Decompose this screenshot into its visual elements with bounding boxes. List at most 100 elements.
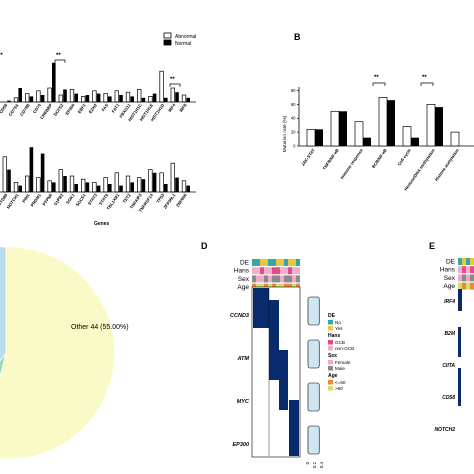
significance-bracket xyxy=(169,83,181,87)
panel-letter-e: E xyxy=(429,241,435,251)
gene-tick-label: PIM1 xyxy=(21,192,31,203)
gene-label: EP300 xyxy=(232,442,249,448)
legend-item-label: >60 xyxy=(335,386,343,391)
bar-normal xyxy=(96,93,101,102)
annotation-cell xyxy=(256,259,260,266)
mutation-block xyxy=(458,327,461,357)
bar-abnormal xyxy=(58,94,63,103)
bar-normal xyxy=(339,111,347,146)
bottom-bar-group xyxy=(2,147,190,193)
track-label: Hans xyxy=(234,268,250,275)
bar-normal xyxy=(152,93,157,102)
panel-a-bar-charts: Abnormal Normal ** ** ** CD58CD79ACD79BC… xyxy=(0,32,196,227)
annotation-cell xyxy=(252,275,256,283)
bar-abnormal xyxy=(330,110,340,147)
annotation-cell xyxy=(292,267,296,275)
pathway-tick-label: Histone acetylation xyxy=(434,147,460,182)
gene-tick-label: DCFS2 xyxy=(52,102,64,117)
bar-abnormal xyxy=(36,90,41,103)
bar-normal xyxy=(175,177,179,192)
legend-swatch xyxy=(328,320,333,325)
bar-normal xyxy=(7,169,11,192)
annotation-cell xyxy=(276,267,280,275)
bar-abnormal xyxy=(25,175,30,193)
annotation-cell xyxy=(252,267,256,275)
mutation-block xyxy=(458,289,462,311)
bar-normal xyxy=(164,97,168,102)
annotation-cell xyxy=(268,259,272,266)
y-tick-label: 60 xyxy=(291,102,296,107)
gene-tick-label: SOCS1 xyxy=(75,192,88,207)
pie-slice-other xyxy=(0,246,116,460)
bar-abnormal xyxy=(25,93,30,103)
significance-marker: ** xyxy=(56,53,61,59)
annotation-cell xyxy=(288,275,292,283)
panel-c-pie-chart: Other 44 (55.00%) xyxy=(0,246,129,460)
gene-tick-label: TP53 xyxy=(155,192,165,204)
bar-normal xyxy=(85,95,90,102)
y-tick-label: 80 xyxy=(291,88,296,93)
legend-swatch-normal xyxy=(163,39,172,46)
bar-abnormal xyxy=(92,90,97,103)
legend-item-label: non-GCB xyxy=(335,346,354,351)
legend-item-label: Male xyxy=(335,366,345,371)
bar-abnormal xyxy=(92,182,97,193)
legend-label-normal: Normal xyxy=(175,41,191,47)
panel-b-pathway-chart: B Mutation rate (%) 0 20 40 60 80 JAK-STAT TN… xyxy=(282,32,474,192)
bar-abnormal xyxy=(137,177,142,193)
annotation-cell xyxy=(296,259,300,266)
legend-title: DE xyxy=(328,313,336,319)
track-label: Age xyxy=(237,284,249,291)
track-label: Sex xyxy=(238,276,250,283)
y-tick-label: 20 xyxy=(291,130,296,135)
gene-label: NOTCH2 xyxy=(434,427,455,433)
mutation-block xyxy=(458,368,461,406)
annotation-cell xyxy=(264,259,268,266)
frequency-bar xyxy=(307,425,320,455)
significance-bracket xyxy=(420,82,434,86)
pathway-tick-label: JAK-STAT xyxy=(300,147,316,167)
gene-tick-label: EZH2 xyxy=(88,102,99,114)
legend-swatch xyxy=(328,326,333,331)
track-label: Sex xyxy=(444,275,456,282)
annotation-cell xyxy=(466,266,470,274)
gene-tick-label: FAS xyxy=(100,103,109,113)
bar-abnormal xyxy=(47,87,52,103)
gene-tick-label: TET2 xyxy=(122,192,132,204)
frequency-bar xyxy=(307,339,320,369)
gene-label: CCND3 xyxy=(230,313,249,319)
mutation-block xyxy=(279,350,288,410)
annotation-cell xyxy=(470,282,474,290)
bar-abnormal xyxy=(114,172,119,193)
frequency-axis-ticks: 0 0.2 0.4 xyxy=(305,461,324,468)
bar-normal xyxy=(141,179,146,192)
frequency-tick-label: 0 xyxy=(305,461,310,464)
annotation-cell xyxy=(462,282,466,290)
annotation-cell xyxy=(470,258,474,265)
bar-abnormal xyxy=(103,93,108,103)
pathway-bar-group xyxy=(306,97,460,147)
bar-normal xyxy=(40,153,45,192)
track-label: Hans xyxy=(440,267,456,274)
bar-normal xyxy=(18,185,22,192)
annotation-cell xyxy=(466,282,470,290)
legend-swatch xyxy=(328,340,333,345)
bar-normal xyxy=(74,93,78,102)
annotation-cell xyxy=(288,259,292,266)
bar-abnormal xyxy=(69,175,75,193)
annotation-cell xyxy=(292,275,296,283)
pie-slice-blue xyxy=(0,246,7,362)
annotation-cell xyxy=(462,258,466,265)
bar-normal xyxy=(52,62,56,102)
annotation-cell xyxy=(470,274,474,282)
significance-bracket xyxy=(54,59,66,63)
annotation-cell xyxy=(264,267,268,275)
annotation-cell xyxy=(272,275,276,283)
bar-normal xyxy=(411,137,419,146)
bar-abnormal xyxy=(125,175,131,193)
bar-abnormal xyxy=(426,104,436,147)
bar-normal xyxy=(63,89,67,102)
